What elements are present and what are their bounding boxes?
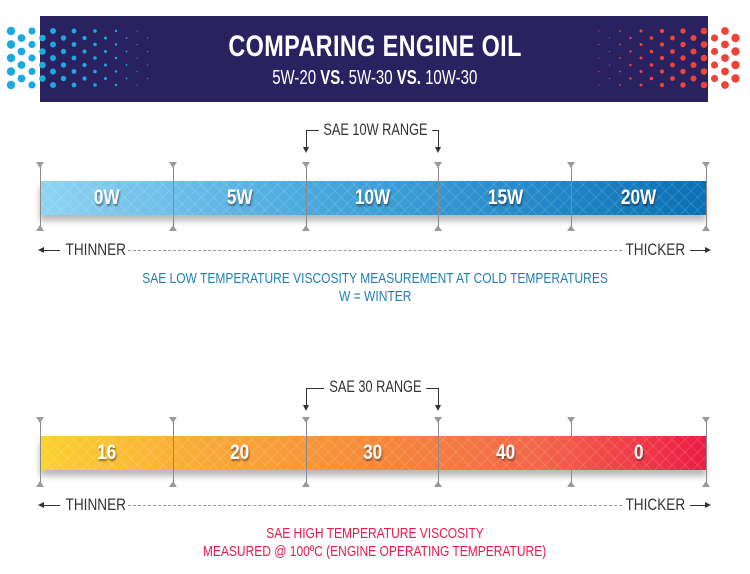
grade-segment: 15W xyxy=(487,186,524,209)
arrow-left-line xyxy=(42,505,60,506)
oil-grade-2: 5W-30 xyxy=(348,67,393,89)
oil-grade-3: 10W-30 xyxy=(425,67,478,89)
grade-segment: 30 xyxy=(362,441,383,464)
arrow-down-icon xyxy=(435,147,441,153)
tick-down-icon xyxy=(702,162,710,168)
segment-divider xyxy=(306,420,307,484)
arrow-left-icon xyxy=(38,247,44,253)
tick-down-icon xyxy=(567,162,575,168)
arrow-right-icon xyxy=(705,247,711,253)
arrow-left-icon xyxy=(38,502,44,508)
red-halftone-dots-icon xyxy=(598,27,740,89)
grade-segment: 10W xyxy=(354,186,391,209)
dashed-scale-line xyxy=(128,505,622,506)
segment-divider xyxy=(438,166,439,228)
vs-separator: VS. xyxy=(396,67,422,89)
grade-segment: 0 xyxy=(633,441,644,464)
dashed-scale-line xyxy=(128,250,622,251)
arrow-left-line xyxy=(42,250,60,251)
segment-divider xyxy=(40,166,41,228)
segment-divider xyxy=(173,166,174,228)
tick-down-icon xyxy=(302,417,310,423)
arrow-right-line xyxy=(690,250,706,251)
hot-gradient-bar: 16 20 30 40 0 xyxy=(40,436,706,470)
range-bracket-left xyxy=(306,388,324,389)
vs-separator: VS. xyxy=(320,67,345,89)
tick-down-icon xyxy=(169,162,177,168)
segment-divider xyxy=(40,420,41,484)
segment-divider xyxy=(173,420,174,484)
range-bracket-left-stem xyxy=(306,130,307,148)
segment-divider xyxy=(306,166,307,228)
arrow-right-line xyxy=(690,505,706,506)
tick-down-icon xyxy=(567,417,575,423)
range-label: SAE 30 RANGE xyxy=(0,377,750,397)
tick-up-icon xyxy=(567,481,575,487)
thicker-label: THICKER xyxy=(625,495,686,514)
tick-down-icon xyxy=(302,162,310,168)
range-bracket-left-stem xyxy=(306,388,307,406)
segment-divider xyxy=(706,166,707,228)
arrow-down-icon xyxy=(303,405,309,411)
grade-segment: 20 xyxy=(229,441,250,464)
tick-up-icon xyxy=(302,225,310,231)
tick-down-icon xyxy=(434,417,442,423)
tick-up-icon xyxy=(169,225,177,231)
blue-halftone-dots-icon xyxy=(6,26,149,90)
range-bracket-left xyxy=(306,130,320,131)
thinner-label: THINNER xyxy=(65,240,127,259)
tick-up-icon xyxy=(169,481,177,487)
arrow-down-icon xyxy=(435,405,441,411)
tick-up-icon xyxy=(302,481,310,487)
tick-up-icon xyxy=(434,481,442,487)
segment-divider xyxy=(706,420,707,484)
tick-down-icon xyxy=(36,162,44,168)
header-banner xyxy=(40,16,708,102)
tick-up-icon xyxy=(36,481,44,487)
grade-segment: 20W xyxy=(620,186,657,209)
thicker-label: THICKER xyxy=(625,240,686,259)
tick-down-icon xyxy=(169,417,177,423)
range-bracket-right-stem xyxy=(438,388,439,406)
range-label: SAE 10W RANGE xyxy=(0,120,750,140)
cold-gradient-bar: 0W 5W 10W 15W 20W xyxy=(40,181,706,215)
range-bracket-right xyxy=(420,388,438,389)
tick-down-icon xyxy=(434,162,442,168)
tick-up-icon xyxy=(567,225,575,231)
page-subtitle: 5W-20 VS. 5W-30 VS. 10W-30 xyxy=(0,67,750,90)
segment-divider xyxy=(438,420,439,484)
tick-down-icon xyxy=(702,417,710,423)
grade-segment: 16 xyxy=(96,441,117,464)
grade-segment: 5W xyxy=(226,186,253,209)
grade-segment: 0W xyxy=(93,186,120,209)
hot-caption: SAE HIGH TEMPERATURE VISCOSITY MEASURED … xyxy=(203,525,547,560)
segment-divider xyxy=(571,420,572,484)
tick-up-icon xyxy=(702,225,710,231)
tick-up-icon xyxy=(702,481,710,487)
oil-grade-1: 5W-20 xyxy=(272,67,317,89)
tick-down-icon xyxy=(36,417,44,423)
segment-divider xyxy=(571,166,572,228)
thinner-label: THINNER xyxy=(65,495,127,514)
cold-caption: SAE LOW TEMPERATURE VISCOSITY MEASUREMEN… xyxy=(142,270,608,305)
grade-segment: 40 xyxy=(495,441,516,464)
tick-up-icon xyxy=(434,225,442,231)
tick-up-icon xyxy=(36,225,44,231)
page-title: COMPARING ENGINE OIL xyxy=(228,30,522,63)
range-bracket-right-stem xyxy=(438,130,439,148)
arrow-right-icon xyxy=(705,502,711,508)
arrow-down-icon xyxy=(303,147,309,153)
